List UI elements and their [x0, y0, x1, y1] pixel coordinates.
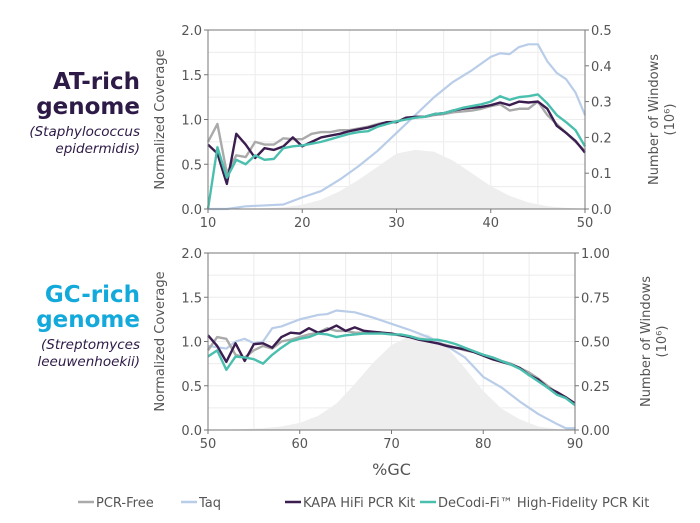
legend-label: Taq — [198, 496, 221, 511]
y-tick-label: 0.5 — [181, 158, 202, 173]
at-title-2: genome — [36, 94, 140, 120]
y-tick-label: 1.0 — [181, 336, 202, 351]
at-organism-1: (Staphylococcus — [29, 124, 140, 140]
gc-organism: (Streptomyces leeuwenhoekii) — [36, 337, 140, 371]
y2-tick-label: 1.00 — [581, 247, 610, 262]
at-title-1: AT-rich — [52, 69, 140, 95]
windows-area — [208, 334, 575, 430]
y-tick-label: 2.0 — [181, 24, 202, 39]
y2-tick-label: 0.2 — [591, 131, 612, 146]
series-line-decodi — [206, 93, 587, 210]
x-tick-label: 60 — [291, 437, 308, 452]
at-rich-label: AT-rich genome (Staphylococcus epidermidi… — [29, 70, 140, 158]
series-line-taq — [208, 43, 587, 211]
gc-organism-2: leeuwenhoekii) — [37, 354, 140, 370]
x-tick-label: 50 — [577, 216, 594, 231]
series-line-decodi — [207, 332, 576, 407]
y2-tick-label: 0.4 — [591, 60, 612, 75]
y2-tick-label: 0.5 — [591, 24, 612, 39]
x-tick-label: 30 — [388, 216, 405, 231]
legend-label: PCR-Free — [96, 496, 154, 511]
y-tick-label: 0.5 — [181, 380, 202, 395]
at-organism-2: epidermidis) — [55, 141, 140, 157]
y-axis-label: Normalized Coverage — [153, 271, 168, 411]
gc-rich-label: GC-rich genome (Streptomyces leeuwenhoeki… — [36, 283, 140, 371]
x-tick-label: 70 — [383, 437, 400, 452]
y2-tick-label: 0.50 — [581, 336, 610, 351]
panel-1: 50 60 70 80 90 0.0 0.5 1.0 1.5 2.0 0.00 0.25 0.50 0.7… — [153, 247, 670, 479]
y2-tick-label: 0.1 — [591, 167, 612, 182]
y2-axis-unit: (10⁶) — [655, 326, 670, 358]
y2-tick-label: 0.00 — [581, 424, 610, 439]
y-axis-label: Normalized Coverage — [153, 49, 168, 189]
y2-axis-label: Number of Windows — [639, 276, 654, 407]
x-tick-label: 50 — [200, 437, 217, 452]
y2-tick-label: 0.25 — [581, 380, 610, 395]
y2-tick-label: 0.3 — [591, 96, 612, 111]
y-tick-label: 0.0 — [181, 203, 202, 218]
x-tick-label: 90 — [567, 437, 584, 452]
x-tick-label: 80 — [475, 437, 492, 452]
legend-label: DeCodi-Fi™ High-Fidelity PCR Kit — [438, 496, 649, 511]
y-tick-label: 0.0 — [181, 424, 202, 439]
y2-tick-label: 0.75 — [581, 291, 610, 306]
y2-axis-unit: (10⁶) — [663, 104, 678, 136]
y2-tick-label: 0.0 — [591, 203, 612, 218]
legend-label: KAPA HiFi PCR Kit — [303, 496, 415, 511]
at-organism: (Staphylococcus epidermidis) — [29, 124, 140, 158]
gc-organism-1: (Streptomyces — [40, 337, 140, 353]
x-tick-label: 20 — [294, 216, 311, 231]
y-tick-label: 2.0 — [181, 247, 202, 262]
windows-area — [208, 149, 585, 209]
y2-axis-label: Number of Windows — [647, 54, 662, 185]
panel-0: 10 20 30 40 500.00.51.01.52.00.00.10.20.30.4… — [153, 24, 678, 231]
x-tick-label: 40 — [482, 216, 499, 231]
y-tick-label: 1.0 — [181, 114, 202, 129]
x-axis-label: %GC — [372, 460, 411, 479]
gc-title-1: GC-rich — [44, 282, 140, 308]
y-tick-label: 1.5 — [181, 291, 202, 306]
y-tick-label: 1.5 — [181, 69, 202, 84]
x-tick-label: 10 — [200, 216, 217, 231]
gc-title-2: genome — [36, 307, 140, 333]
legend: PCR-Free Taq KAPA HiFi PCR Kit DeCodi-Fi™ H… — [78, 496, 649, 511]
